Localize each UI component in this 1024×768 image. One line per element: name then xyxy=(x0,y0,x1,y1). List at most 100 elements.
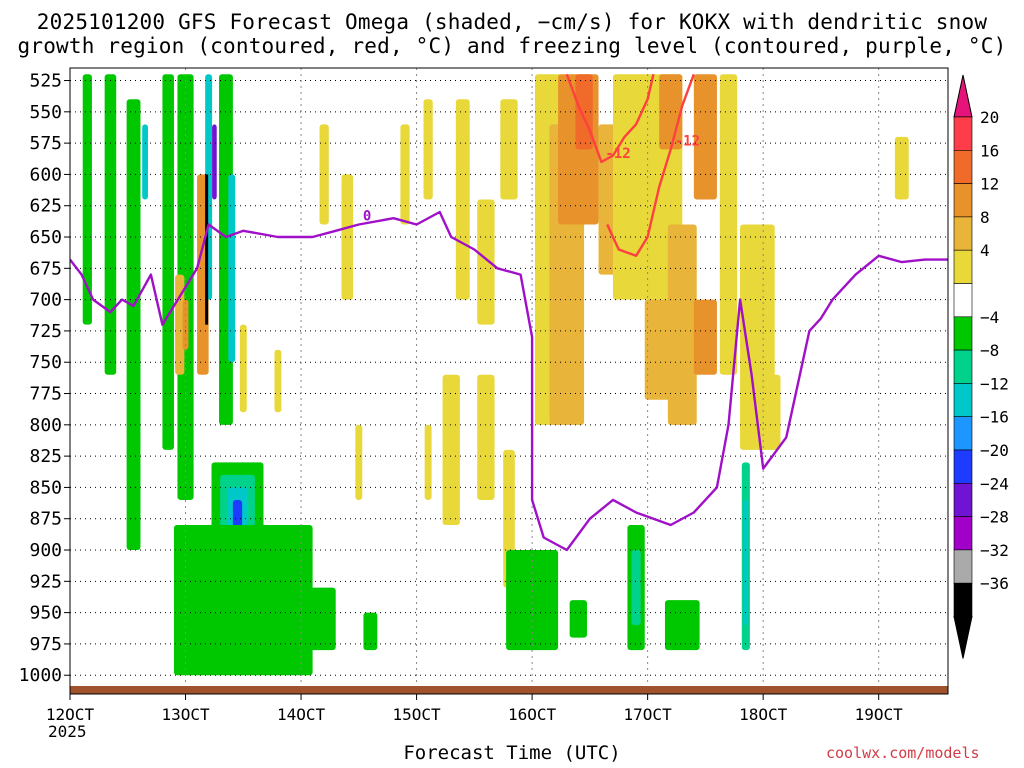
contour-freezing-level xyxy=(70,210,948,552)
colorbar-swatch xyxy=(953,582,973,617)
colorbar-swatch xyxy=(953,516,973,551)
y-tick-label: 925 xyxy=(29,571,62,592)
omega-shade-cell xyxy=(644,299,674,400)
y-tick-label: 575 xyxy=(29,133,62,154)
omega-shade-cell xyxy=(506,550,559,651)
colorbar-swatch xyxy=(953,482,973,517)
omega-shade-cell xyxy=(363,612,378,651)
chart-title-line-1: 2025101200 GFS Forecast Omega (shaded, −… xyxy=(36,10,988,34)
colorbar-swatch xyxy=(953,416,973,451)
y-tick-label: 800 xyxy=(29,415,62,436)
contour-label: -12 xyxy=(605,146,630,162)
site-credit: coolwx.com/models xyxy=(826,744,980,762)
y-tick-label: 850 xyxy=(29,477,62,498)
colorbar-swatch xyxy=(953,150,973,184)
colorbar-label: −8 xyxy=(980,341,999,360)
y-tick-label: 650 xyxy=(29,227,62,248)
x-axis-label: Forecast Time (UTC) xyxy=(403,742,621,764)
omega-shade-cell xyxy=(228,174,236,363)
colorbar-label: −20 xyxy=(980,441,1009,460)
omega-shade-cell xyxy=(575,74,593,150)
colorbar-label: −36 xyxy=(980,574,1009,593)
x-tick-label: 13OCT xyxy=(161,705,210,724)
omega-shade-cell xyxy=(104,74,117,375)
colorbar-top-arrow xyxy=(953,74,973,118)
omega-shade-cell xyxy=(743,499,749,626)
y-tick-label: 600 xyxy=(29,164,62,185)
y-tick-label: 675 xyxy=(29,258,62,279)
colorbar-label: −24 xyxy=(980,474,1009,493)
omega-shade-cell xyxy=(266,587,336,651)
omega-shade-cell xyxy=(477,199,495,325)
colorbar-label: −32 xyxy=(980,541,1009,560)
omega-shade-cell xyxy=(768,374,781,450)
colorbar-label: −28 xyxy=(980,508,1009,527)
colorbar-swatch xyxy=(953,449,973,484)
omega-shade-cell xyxy=(212,124,217,200)
omega-shade-cell xyxy=(126,99,141,551)
plot-frame xyxy=(69,67,949,695)
y-tick-label: 625 xyxy=(29,196,62,217)
colorbar-label: 4 xyxy=(980,241,990,260)
omega-shade-cell xyxy=(740,224,775,450)
omega-shade-cell xyxy=(693,299,717,375)
year-label: 2025 xyxy=(48,722,87,741)
colorbar-swatch xyxy=(953,216,973,251)
omega-shade-cell xyxy=(142,124,148,200)
y-tick-label: 825 xyxy=(29,446,62,467)
y-tick-label: 975 xyxy=(29,634,62,655)
y-tick-label: 900 xyxy=(29,540,62,561)
omega-shade-cell xyxy=(693,74,717,200)
colorbar-swatch xyxy=(953,283,973,318)
x-tick-label: 19OCT xyxy=(855,705,904,724)
x-tick-label: 12OCT xyxy=(46,705,95,724)
omega-shade-cell xyxy=(455,99,470,300)
omega-shade-cell xyxy=(355,424,363,500)
colorbar-swatch xyxy=(953,116,973,151)
x-tick-label: 14OCT xyxy=(277,705,326,724)
contour-dendritic-snow-growth xyxy=(565,73,655,164)
omega-shade-cell xyxy=(664,600,700,651)
colorbar-swatch xyxy=(953,349,973,384)
x-tick-label: 17OCT xyxy=(624,705,673,724)
contour-label: -12 xyxy=(675,133,700,149)
colorbar-swatch xyxy=(953,183,973,218)
omega-shade-cell xyxy=(341,174,354,300)
chart-title-line-2: growth region (contoured, red, °C) and f… xyxy=(17,34,1007,58)
colorbar-label: 8 xyxy=(980,208,990,227)
colorbar-swatch xyxy=(953,549,973,584)
colorbar-label: −12 xyxy=(980,374,1009,393)
omega-shade-cell xyxy=(500,99,518,200)
contour-dendritic-snow-growth-west xyxy=(606,73,695,257)
colorbar-swatch xyxy=(953,316,973,351)
omega-shade-cell xyxy=(82,74,92,325)
omega-shade-cell xyxy=(274,349,282,413)
x-tick-label: 15OCT xyxy=(392,705,441,724)
omega-shade-cell xyxy=(442,374,460,525)
y-tick-label: 525 xyxy=(29,71,62,92)
omega-min-strip xyxy=(205,174,209,325)
colorbar-label: 12 xyxy=(980,175,999,194)
colorbar-label: 20 xyxy=(980,108,999,127)
colorbar-bottom-arrow xyxy=(953,616,973,659)
x-tick-label: 16OCT xyxy=(508,705,557,724)
y-tick-label: 700 xyxy=(29,290,62,311)
omega-shade-cell xyxy=(319,124,329,225)
omega-shade-cell xyxy=(569,600,587,638)
y-tick-label: 950 xyxy=(29,603,62,624)
colorbar-label: −4 xyxy=(980,308,999,327)
y-tick-label: 1000 xyxy=(19,665,62,686)
omega-shade-cell xyxy=(423,99,433,200)
y-tick-label: 875 xyxy=(29,509,62,530)
colorbar-label: 16 xyxy=(980,141,999,160)
colorbar-swatch xyxy=(953,383,973,417)
y-tick-label: 725 xyxy=(29,321,62,342)
colorbar-swatch xyxy=(953,249,973,284)
contour-label: 0 xyxy=(363,209,371,225)
omega-shade-cell xyxy=(477,374,495,500)
omega-shade-cell xyxy=(162,74,174,450)
omega-shade-cell xyxy=(239,324,247,413)
terrain-band xyxy=(70,686,948,694)
y-tick-label: 775 xyxy=(29,384,62,405)
